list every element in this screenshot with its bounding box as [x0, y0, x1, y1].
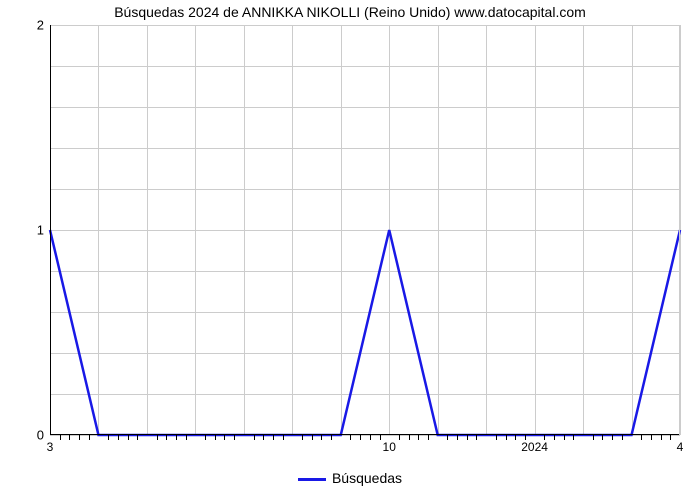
x-minor-tick	[176, 435, 177, 440]
x-minor-tick	[380, 435, 381, 440]
chart-container: Búsquedas 2024 de ANNIKKA NIKOLLI (Reino…	[0, 0, 700, 500]
plot-area	[50, 25, 680, 435]
chart-title: Búsquedas 2024 de ANNIKKA NIKOLLI (Reino…	[0, 4, 700, 20]
x-minor-tick	[263, 435, 264, 440]
series-line	[50, 25, 680, 435]
x-minor-tick	[506, 435, 507, 440]
x-minor-tick	[302, 435, 303, 440]
x-minor-tick	[321, 435, 322, 440]
x-minor-tick	[370, 435, 371, 440]
x-minor-tick	[661, 435, 662, 440]
x-minor-tick	[108, 435, 109, 440]
x-axis-line	[50, 434, 680, 435]
x-minor-tick	[515, 435, 516, 440]
x-minor-tick	[137, 435, 138, 440]
y-tick-label: 0	[14, 428, 44, 443]
x-minor-tick	[670, 435, 671, 440]
x-minor-tick	[564, 435, 565, 440]
x-minor-tick	[409, 435, 410, 440]
x-minor-tick	[215, 435, 216, 440]
x-minor-tick	[602, 435, 603, 440]
x-minor-tick	[554, 435, 555, 440]
x-minor-tick	[418, 435, 419, 440]
x-minor-tick	[467, 435, 468, 440]
x-minor-tick	[544, 435, 545, 440]
x-minor-tick	[254, 435, 255, 440]
x-minor-tick	[312, 435, 313, 440]
x-minor-tick	[60, 435, 61, 440]
x-minor-tick	[69, 435, 70, 440]
x-minor-tick	[157, 435, 158, 440]
x-minor-tick	[651, 435, 652, 440]
x-minor-tick	[447, 435, 448, 440]
legend-label: Búsquedas	[332, 470, 402, 486]
x-minor-tick	[496, 435, 497, 440]
x-minor-tick	[118, 435, 119, 440]
x-minor-tick	[128, 435, 129, 440]
y-tick-label: 2	[14, 18, 44, 33]
x-tick-label: 3	[47, 440, 54, 454]
x-minor-tick	[641, 435, 642, 440]
x-minor-tick	[593, 435, 594, 440]
y-tick-label: 1	[14, 223, 44, 238]
legend: Búsquedas	[0, 470, 700, 486]
x-minor-tick	[205, 435, 206, 440]
legend-swatch	[298, 478, 326, 481]
x-minor-tick	[622, 435, 623, 440]
x-minor-tick	[525, 435, 526, 440]
x-minor-tick	[476, 435, 477, 440]
x-minor-tick	[89, 435, 90, 440]
x-minor-tick	[283, 435, 284, 440]
x-minor-tick	[166, 435, 167, 440]
x-minor-tick	[360, 435, 361, 440]
x-minor-tick	[457, 435, 458, 440]
x-minor-tick	[79, 435, 80, 440]
x-tick-label: 10	[383, 440, 396, 454]
x-minor-tick	[612, 435, 613, 440]
right-border	[679, 25, 680, 435]
x-minor-tick	[234, 435, 235, 440]
x-minor-tick	[399, 435, 400, 440]
x-tick-label: 4	[677, 440, 684, 454]
x-minor-tick	[428, 435, 429, 440]
x-minor-tick	[573, 435, 574, 440]
x-minor-tick	[224, 435, 225, 440]
x-minor-tick	[186, 435, 187, 440]
y-axis-line	[50, 25, 51, 435]
x-minor-tick	[273, 435, 274, 440]
x-minor-tick	[350, 435, 351, 440]
x-minor-tick	[331, 435, 332, 440]
x-tick-label: 2024	[521, 440, 548, 454]
